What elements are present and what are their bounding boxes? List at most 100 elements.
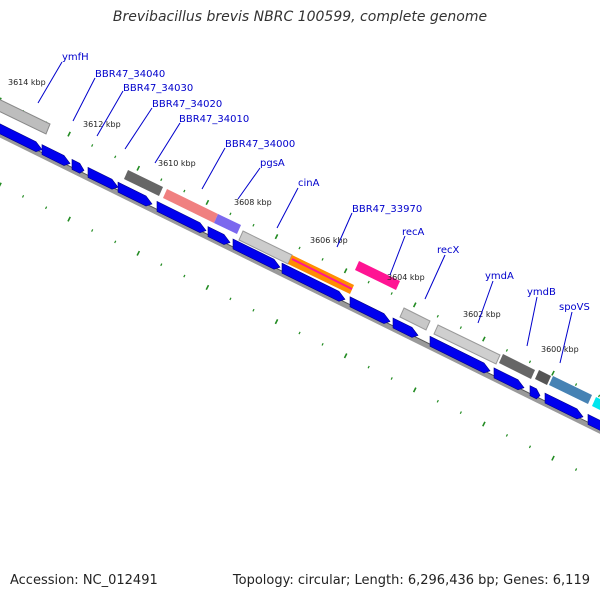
cds-arrow[interactable] [207,226,231,245]
scale-tick [390,377,393,380]
feature-salmon[interactable] [163,189,218,223]
feature-gray-3[interactable] [399,307,431,331]
gene-label-BBR47-34040[interactable]: BBR47_34040 [95,69,165,80]
kbp-label: 3604 kbp [387,273,425,282]
gene-label-BBR47-34020[interactable]: BBR47_34020 [152,99,222,110]
scale-tick [160,178,163,182]
scale-tick [459,411,462,415]
scale-tick [528,445,532,449]
cds-arrow[interactable] [493,367,525,391]
kbp-labels: 3614 kbp 3612 kbp 3610 kbp 3608 kbp 3606… [8,78,579,354]
kbp-label: 3600 kbp [541,345,579,354]
scale-tick [574,468,578,471]
scale-tick [160,263,163,267]
feature-gray-4[interactable] [433,324,501,365]
scale-tick [91,144,94,147]
gene-label-ymdB[interactable]: ymdB [527,287,556,298]
scale-tick [367,280,370,284]
cds-arrow[interactable] [349,296,391,324]
cds-arrow[interactable] [281,262,346,302]
kbp-label: 3610 kbp [158,159,196,168]
scale-tick [528,360,532,364]
feature-gray-1[interactable] [0,90,51,135]
outer-tick-track [0,182,578,471]
scale-tick [482,421,486,427]
scale-tick [412,387,417,393]
scale-tick [229,212,232,216]
scale-tick [91,229,94,232]
scale-tick [343,353,348,359]
feature-magenta[interactable] [355,261,400,290]
gene-label-ymdA[interactable]: ymdA [485,271,514,282]
gene-label-recA[interactable]: recA [402,227,425,238]
scale-tick [343,268,348,274]
cds-arrow[interactable] [117,181,153,207]
kbp-label: 3614 kbp [8,78,46,87]
scale-tick [114,155,117,159]
kbp-label: 3602 kbp [463,310,501,319]
feature-purple[interactable] [214,214,241,234]
gene-label-BBR47-34000[interactable]: BBR47_34000 [225,139,295,150]
cds-arrow[interactable] [0,114,43,153]
accession-text: Accession: NC_012491 [10,573,158,588]
scale-tick [183,274,186,278]
scale-tick [0,182,2,187]
cds-arrow[interactable] [232,238,281,270]
gene-label-BBR47-34010[interactable]: BBR47_34010 [179,114,249,125]
scale-tick [136,250,141,256]
cds-arrow-track [0,114,600,432]
genome-summary-text: Topology: circular; Length: 6,296,436 bp… [232,573,590,588]
scale-tick [252,308,255,312]
scale-tick [298,246,301,250]
gene-label-spoVS[interactable]: spoVS [559,302,590,313]
scale-tick [0,97,2,102]
scale-tick [459,326,462,330]
cds-arrow[interactable] [429,335,491,374]
map-title: Brevibacillus brevis NBRC 100599, comple… [112,9,488,25]
feature-orange-stripe [291,258,353,290]
kbp-label: 3606 kbp [310,236,348,245]
gene-leader-lines [37,61,573,364]
cds-arrow[interactable] [156,200,207,234]
scale-tick [183,189,186,193]
scale-tick [505,349,509,352]
gene-label-BBR47-34030[interactable]: BBR47_34030 [123,83,193,94]
scale-tick [574,383,578,386]
scale-tick [321,257,324,261]
scale-tick [205,199,210,206]
scale-tick [436,314,439,318]
cds-arrow[interactable] [587,413,600,432]
cds-arrow[interactable] [529,385,541,400]
feature-darkgray-2[interactable] [499,354,535,379]
gene-label-BBR47-33970[interactable]: BBR47_33970 [352,204,422,215]
gene-label-cinA[interactable]: cinA [298,178,320,189]
feature-darkgray-1[interactable] [124,170,163,196]
scale-tick [367,365,370,369]
feature-cyan[interactable] [592,397,600,413]
feature-darkgray-3[interactable] [535,370,551,385]
scale-tick [252,223,255,227]
feature-steelblue[interactable] [549,376,592,404]
cds-arrow[interactable] [392,317,419,338]
scale-tick [136,165,141,171]
scale-tick [205,284,210,291]
kbp-label: 3608 kbp [234,198,272,207]
cds-arrow[interactable] [87,166,119,190]
scale-tick [67,131,71,137]
scale-tick [321,342,324,346]
gene-labels: ymfH BBR47_34040 BBR47_34030 BBR47_34020… [62,52,590,313]
cds-arrow[interactable] [41,144,71,166]
scale-tick [551,455,555,461]
gene-label-ymfH[interactable]: ymfH [62,52,89,63]
scale-tick [114,240,117,244]
scale-tick [551,370,555,376]
gene-label-recX[interactable]: recX [437,245,460,256]
scale-tick [298,331,301,335]
gene-label-pgsA[interactable]: pgsA [260,158,285,169]
cds-arrow[interactable] [544,392,584,420]
cds-arrow[interactable] [71,158,85,174]
scale-tick [597,394,600,398]
scale-tick [44,206,48,210]
